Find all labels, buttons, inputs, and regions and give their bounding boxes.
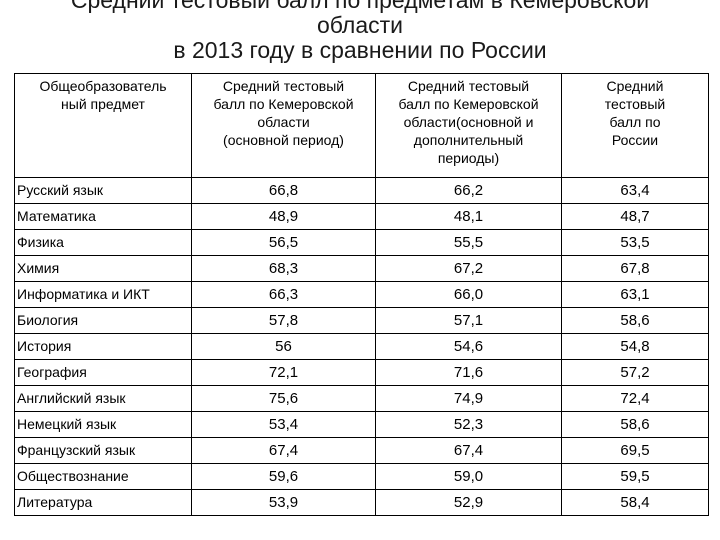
title-line-1: Средний тестовый балл по предметам в Кем… bbox=[70, 0, 650, 13]
kemerovo-main-cell: 48,9 bbox=[191, 203, 376, 230]
kemerovo-main-cell: 56 bbox=[191, 333, 376, 360]
kemerovo-all-cell: 67,4 bbox=[375, 437, 562, 464]
kemerovo-main-cell: 57,8 bbox=[191, 307, 376, 334]
russia-cell: 48,7 bbox=[561, 203, 709, 230]
table-row: Обществознание 59,6 59,0 59,5 bbox=[14, 463, 709, 490]
kemerovo-all-cell: 57,1 bbox=[375, 307, 562, 334]
kemerovo-all-cell: 74,9 bbox=[375, 385, 562, 412]
kemerovo-all-cell: 48,1 bbox=[375, 203, 562, 230]
table-row: Химия 68,3 67,2 67,8 bbox=[14, 255, 709, 282]
subject-cell: Биология bbox=[14, 307, 192, 334]
table-row: Литература 53,9 52,9 58,4 bbox=[14, 489, 709, 516]
header-kemerovo-all: Средний тестовый балл по Кемеровской обл… bbox=[375, 73, 562, 178]
russia-cell: 54,8 bbox=[561, 333, 709, 360]
kemerovo-all-cell: 52,3 bbox=[375, 411, 562, 438]
russia-cell: 58,4 bbox=[561, 489, 709, 516]
russia-cell: 63,1 bbox=[561, 281, 709, 308]
subject-cell: Химия bbox=[14, 255, 192, 282]
header-subject: Общеобразователь ный предмет bbox=[14, 73, 192, 178]
russia-cell: 72,4 bbox=[561, 385, 709, 412]
kemerovo-main-cell: 59,6 bbox=[191, 463, 376, 490]
russia-cell: 67,8 bbox=[561, 255, 709, 282]
table-row: Немецкий язык 53,4 52,3 58,6 bbox=[14, 411, 709, 438]
title-line-2: области bbox=[316, 12, 404, 38]
russia-cell: 63,4 bbox=[561, 177, 709, 204]
russia-cell: 53,5 bbox=[561, 229, 709, 256]
kemerovo-all-cell: 67,2 bbox=[375, 255, 562, 282]
table-row: География 72,1 71,6 57,2 bbox=[14, 359, 709, 386]
table-row: Французский язык 67,4 67,4 69,5 bbox=[14, 437, 709, 464]
kemerovo-all-cell: 54,6 bbox=[375, 333, 562, 360]
table-row: История 56 54,6 54,8 bbox=[14, 333, 709, 360]
russia-cell: 58,6 bbox=[561, 411, 709, 438]
header-russia: Средний тестовый балл по России bbox=[561, 73, 709, 178]
subject-cell: География bbox=[14, 359, 192, 386]
russia-cell: 58,6 bbox=[561, 307, 709, 334]
kemerovo-main-cell: 66,3 bbox=[191, 281, 376, 308]
table-row: Математика 48,9 48,1 48,7 bbox=[14, 203, 709, 230]
kemerovo-all-cell: 66,0 bbox=[375, 281, 562, 308]
kemerovo-main-cell: 66,8 bbox=[191, 177, 376, 204]
page-title: Средний тестовый балл по предметам в Кем… bbox=[0, 0, 720, 63]
kemerovo-all-cell: 71,6 bbox=[375, 359, 562, 386]
kemerovo-main-cell: 53,4 bbox=[191, 411, 376, 438]
kemerovo-main-cell: 75,6 bbox=[191, 385, 376, 412]
subject-cell: Информатика и ИКТ bbox=[14, 281, 192, 308]
subject-cell: Физика bbox=[14, 229, 192, 256]
russia-cell: 59,5 bbox=[561, 463, 709, 490]
subject-cell: Английский язык bbox=[14, 385, 192, 412]
table-row: Английский язык 75,6 74,9 72,4 bbox=[14, 385, 709, 412]
table-row: Биология 57,8 57,1 58,6 bbox=[14, 307, 709, 334]
kemerovo-all-cell: 52,9 bbox=[375, 489, 562, 516]
table-row: Физика 56,5 55,5 53,5 bbox=[14, 229, 709, 256]
subject-cell: Русский язык bbox=[14, 177, 192, 204]
kemerovo-main-cell: 68,3 bbox=[191, 255, 376, 282]
kemerovo-main-cell: 72,1 bbox=[191, 359, 376, 386]
kemerovo-all-cell: 66,2 bbox=[375, 177, 562, 204]
header-kemerovo-main: Средний тестовый балл по Кемеровской обл… bbox=[191, 73, 376, 178]
table-header-row: Общеобразователь ный предмет Средний тес… bbox=[14, 73, 709, 178]
kemerovo-main-cell: 56,5 bbox=[191, 229, 376, 256]
subject-cell: Немецкий язык bbox=[14, 411, 192, 438]
subject-cell: Математика bbox=[14, 203, 192, 230]
table-row: Русский язык 66,8 66,2 63,4 bbox=[14, 177, 709, 204]
table-row: Информатика и ИКТ 66,3 66,0 63,1 bbox=[14, 281, 709, 308]
subject-cell: Литература bbox=[14, 489, 192, 516]
kemerovo-all-cell: 55,5 bbox=[375, 229, 562, 256]
russia-cell: 57,2 bbox=[561, 359, 709, 386]
subject-cell: История bbox=[14, 333, 192, 360]
subject-cell: Обществознание bbox=[14, 463, 192, 490]
kemerovo-main-cell: 53,9 bbox=[191, 489, 376, 516]
kemerovo-main-cell: 67,4 bbox=[191, 437, 376, 464]
kemerovo-all-cell: 59,0 bbox=[375, 463, 562, 490]
subject-cell: Французский язык bbox=[14, 437, 192, 464]
scores-table: Общеобразователь ный предмет Средний тес… bbox=[14, 73, 709, 516]
russia-cell: 69,5 bbox=[561, 437, 709, 464]
title-line-3: в 2013 году в сравнении по России bbox=[173, 37, 547, 63]
